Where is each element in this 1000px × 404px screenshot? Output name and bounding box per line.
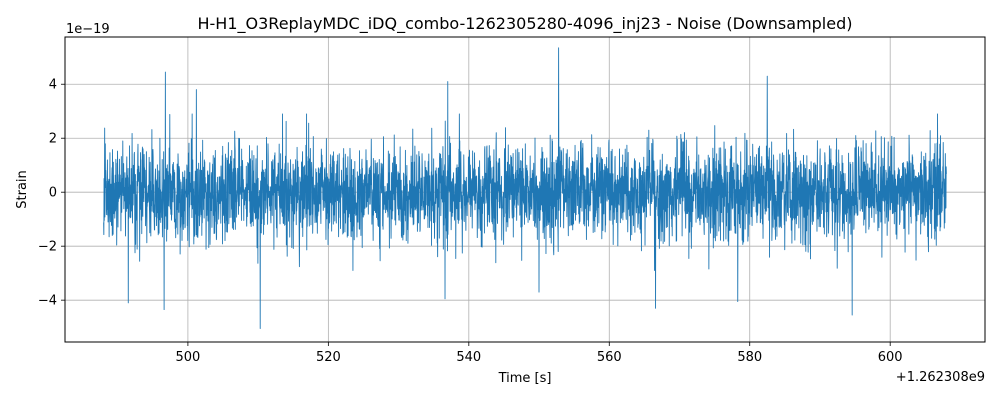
y-axis-ticks: −4 −2 0 2 4 <box>38 78 65 309</box>
x-tick-label: 500 <box>175 350 200 365</box>
plot-frame <box>64 36 986 343</box>
x-axis-ticks: 500 520 540 560 580 600 <box>175 342 903 365</box>
y-tick-label: −4 <box>38 294 57 309</box>
y-tick-label: −2 <box>38 240 57 255</box>
y-tick-label: 4 <box>49 78 57 93</box>
series-line <box>103 47 947 329</box>
x-tick-label: 560 <box>597 350 622 365</box>
y-tick-label: 0 <box>49 186 57 201</box>
chart-title: H-H1_O3ReplayMDC_iDQ_combo-1262305280-40… <box>198 14 853 34</box>
x-tick-label: 540 <box>456 350 481 365</box>
series-strain <box>103 47 947 329</box>
x-offset-label: +1.262308e9 <box>896 370 985 385</box>
y-scale-label: 1e−19 <box>66 22 110 37</box>
x-tick-label: 600 <box>878 350 903 365</box>
x-tick-label: 520 <box>316 350 341 365</box>
y-axis-label: Strain <box>15 170 30 209</box>
x-axis-label: Time [s] <box>498 371 552 386</box>
x-tick-label: 580 <box>737 350 762 365</box>
y-tick-label: 2 <box>49 132 57 147</box>
